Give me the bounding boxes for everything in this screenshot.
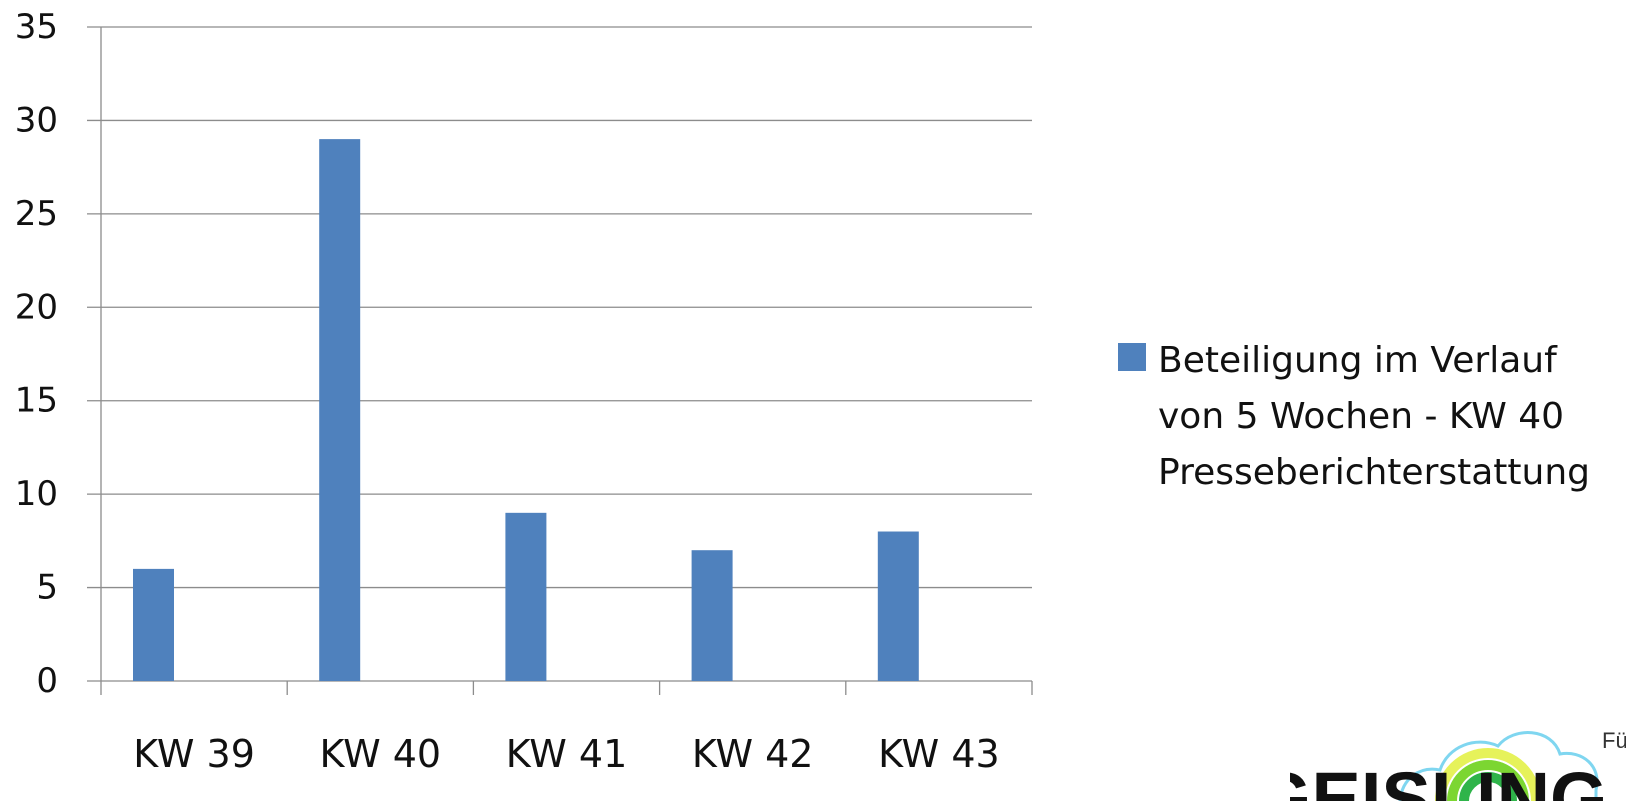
y-tick-label-20: 20: [15, 287, 58, 327]
y-tick-label-15: 15: [15, 381, 58, 421]
logo-tagline: Für: [1602, 728, 1626, 753]
x-category-label-kw-39: KW 39: [133, 732, 255, 776]
y-tick-label-10: 10: [15, 474, 58, 514]
logo-graphic: Für GEISLING: [1290, 728, 1626, 801]
logo-wordmark: GEISLING: [1290, 757, 1608, 801]
legend-swatch: [1118, 343, 1146, 371]
x-category-label-kw-41: KW 41: [506, 732, 628, 776]
legend-label: Beteiligung im Verlauf von 5 Wochen - KW…: [1158, 340, 1591, 493]
company-logo: Für GEISLING: [1290, 720, 1626, 801]
bar-kw-43: [877, 531, 919, 681]
grid-lines: [87, 26, 1032, 589]
x-category-label-kw-43: KW 43: [878, 732, 1000, 776]
x-category-label-kw-40: KW 40: [320, 732, 442, 776]
y-tick-label-5: 5: [36, 568, 58, 608]
y-tick-label-25: 25: [15, 194, 58, 234]
bars: [133, 139, 919, 682]
y-tick-label-30: 30: [15, 100, 58, 140]
axes: [87, 27, 1033, 695]
bar-kw-42: [691, 550, 733, 681]
y-tick-label-0: 0: [36, 661, 58, 701]
bar-kw-40: [319, 139, 361, 682]
y-tick-label-35: 35: [15, 7, 58, 47]
x-category-label-kw-42: KW 42: [692, 732, 814, 776]
legend: Beteiligung im Verlauf von 5 Wochen - KW…: [1118, 333, 1590, 501]
x-category-labels: KW 39 KW 40 KW 41 KW 42 KW 43: [133, 732, 999, 776]
bar-kw-41: [505, 512, 547, 681]
bar-kw-39: [133, 568, 174, 681]
y-tick-labels: 0 5 10 15 20 25 30 35: [15, 7, 58, 701]
